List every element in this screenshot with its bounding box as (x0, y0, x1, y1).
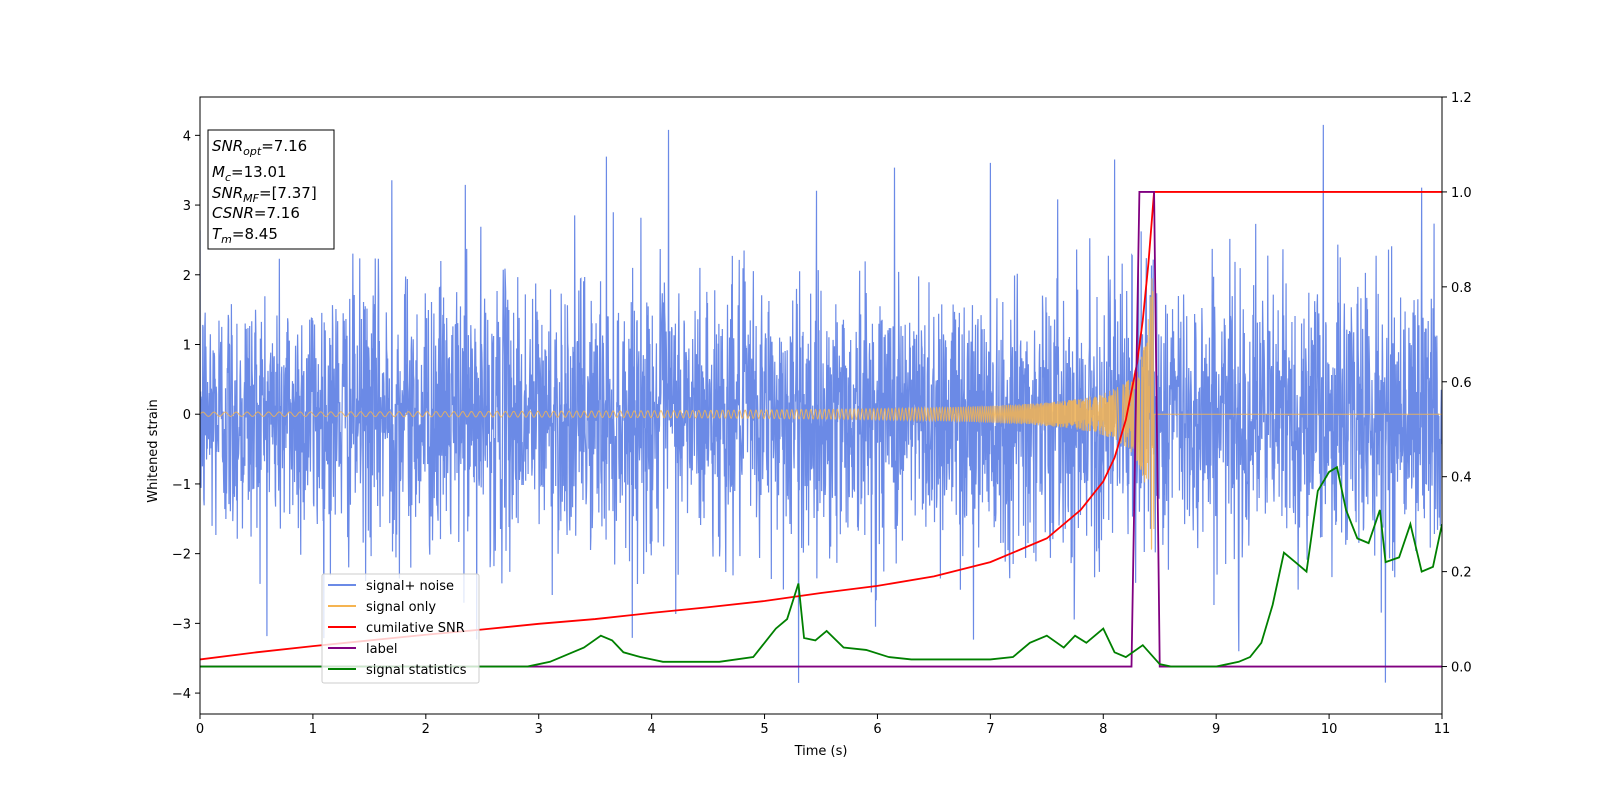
annotation-frame (207, 129, 335, 250)
x-axis-label: Time (s) (794, 744, 848, 759)
legend-frame (321, 573, 480, 684)
legend: signal+ noise signal only cumilative SNR… (321, 573, 480, 684)
annotation-line-snr-opt: SNRopt=7.16 (212, 137, 307, 158)
y-tick-label: 1 (183, 338, 191, 353)
y-tick-label: −1 (172, 478, 191, 493)
x-tick-label: 10 (1321, 722, 1338, 737)
y2-tick-label: 1.2 (1451, 91, 1472, 106)
series-signal-only (200, 278, 1442, 550)
y2-tick-label: 0.8 (1451, 281, 1472, 296)
annotation-box: SNRopt=7.16 Mc=13.01 SNRMF=[7.37] CSNR=7… (207, 129, 335, 250)
x-tick-label: 2 (422, 722, 430, 737)
legend-label-stats: signal statistics (366, 663, 467, 678)
legend-label-noise: signal+ noise (366, 579, 454, 594)
y2-tick-label: 1.0 (1451, 186, 1472, 201)
x-tick-label: 1 (309, 722, 317, 737)
y-tick-label: −2 (172, 548, 191, 563)
x-tick-label: 4 (647, 722, 655, 737)
legend-label-label: label (366, 642, 397, 657)
annotation-line-tm: Tm=8.45 (212, 225, 278, 246)
x-tick-label: 5 (760, 722, 768, 737)
y-tick-label: 3 (183, 199, 191, 214)
y2-tick-label: 0.2 (1451, 566, 1472, 581)
x-tick-label: 3 (535, 722, 543, 737)
y-tick-label: 2 (183, 269, 191, 284)
y-tick-label: 4 (183, 129, 191, 144)
y2-tick-label: 0.4 (1451, 471, 1472, 486)
x-tick-label: 0 (196, 722, 204, 737)
annotation-line-mc: Mc=13.01 (212, 163, 287, 184)
y-axis-label: Whitened strain (146, 399, 161, 502)
plot-frame (199, 96, 1443, 715)
series-signal-statistics (200, 465, 1442, 668)
x-tick-label: 7 (986, 722, 994, 737)
annotation-line-csnr: CSNR=7.16 (212, 204, 300, 222)
y2-tick-label: 0.6 (1451, 376, 1472, 391)
x-tick-label: 9 (1212, 722, 1220, 737)
x-tick-label: 8 (1099, 722, 1107, 737)
y-tick-label: −3 (172, 617, 191, 632)
legend-label-csnr: cumilative SNR (366, 621, 465, 636)
series-signal-noise (200, 124, 1442, 683)
annotation-line-snr-mf: SNRMF=[7.37] (212, 184, 317, 205)
y2-tick-label: 0.0 (1451, 661, 1472, 676)
y-tick-label: 0 (183, 408, 191, 423)
x-tick-label: 11 (1434, 722, 1451, 737)
y-tick-label: −4 (172, 687, 191, 702)
legend-label-signal: signal only (366, 600, 436, 615)
axes: 0 1 2 3 4 5 6 7 8 9 10 11 −4 −3 −2 −1 0 1 2 3 4 0.0 0.2 0.4 0.6 0… (172, 91, 1472, 737)
x-tick-label: 6 (873, 722, 881, 737)
